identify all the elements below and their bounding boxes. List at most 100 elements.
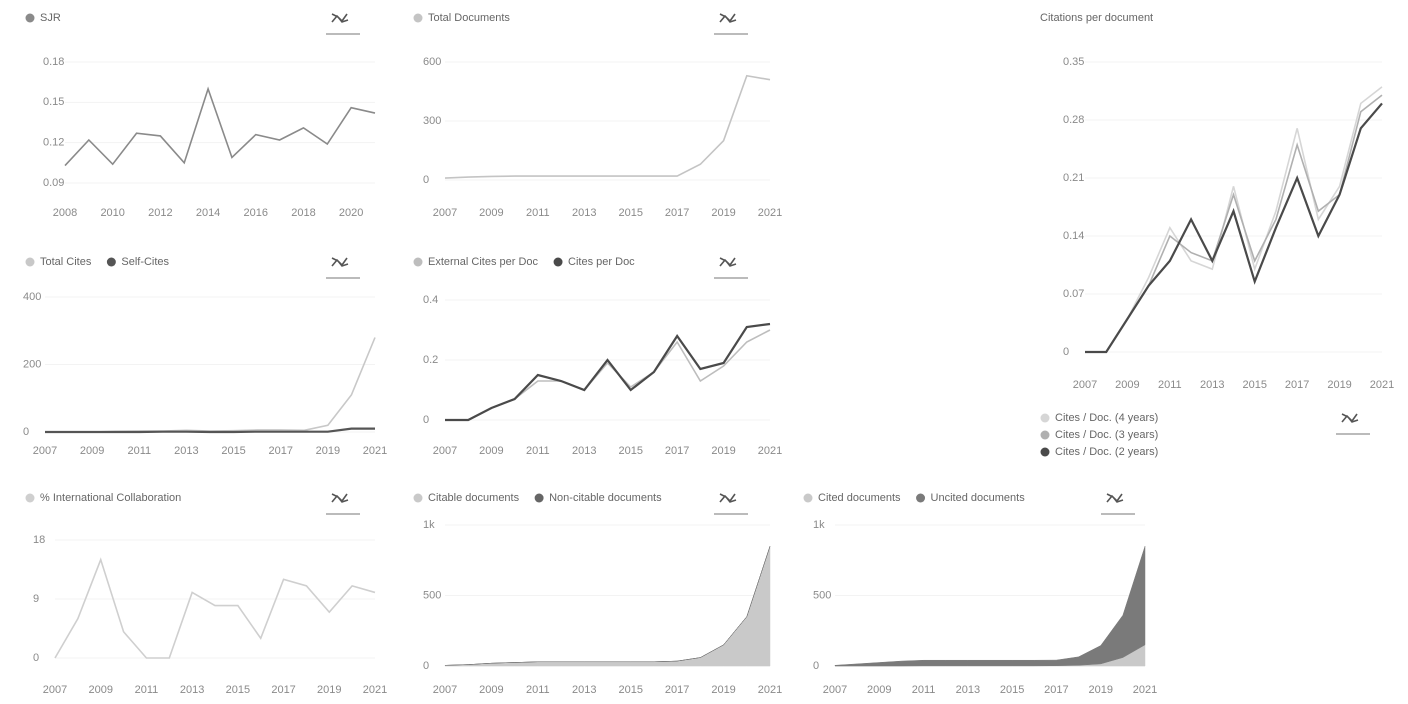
x-tick-label: 2016 (244, 207, 268, 219)
x-tick-label: 2009 (479, 445, 503, 457)
legend-label: Total Documents (428, 12, 510, 24)
x-tick-label: 2021 (1133, 684, 1157, 696)
y-tick-label: 600 (423, 56, 441, 68)
line (445, 322, 771, 422)
legend-marker[interactable] (803, 493, 813, 503)
legend-label: Total Cites (40, 256, 92, 268)
y-tick-label: 0.35 (1063, 56, 1084, 68)
legend-marker[interactable] (413, 13, 423, 23)
chart-toggle-icon[interactable] (331, 257, 349, 267)
x-tick-label: 2009 (80, 445, 104, 457)
line (1085, 86, 1383, 353)
area (444, 546, 771, 667)
chart-toggle-icon[interactable] (331, 13, 349, 23)
x-tick-label: 2010 (100, 207, 124, 219)
x-tick-label: 2015 (618, 445, 642, 457)
x-tick-label: 2019 (711, 207, 735, 219)
legend-marker[interactable] (916, 493, 926, 503)
y-tick-label: 500 (813, 589, 831, 601)
x-tick-label: 2012 (148, 207, 172, 219)
y-tick-label: 9 (33, 593, 39, 605)
x-tick-label: 2011 (135, 684, 159, 696)
x-tick-label: 2021 (363, 445, 387, 457)
legend-marker[interactable] (534, 493, 544, 503)
legend-label: External Cites per Doc (428, 256, 539, 268)
x-tick-label: 2009 (479, 684, 503, 696)
y-tick-label: 200 (23, 358, 41, 370)
legend-label: Cites per Doc (568, 256, 635, 268)
legend-marker[interactable] (25, 257, 35, 267)
legend-label: Cites / Doc. (4 years) (1055, 412, 1158, 424)
x-tick-label: 2019 (1327, 379, 1351, 391)
x-tick-label: 2017 (665, 445, 689, 457)
legend-marker[interactable] (106, 257, 116, 267)
x-tick-label: 2007 (43, 684, 67, 696)
legend-label: Self-Cites (121, 256, 169, 268)
y-tick-label: 0.07 (1063, 288, 1084, 300)
legend-label: Cites / Doc. (3 years) (1055, 429, 1158, 441)
legend-label: % International Collaboration (40, 492, 181, 504)
x-tick-label: 2017 (1044, 684, 1068, 696)
legend-marker[interactable] (25, 13, 35, 23)
legend-label: Uncited documents (931, 492, 1026, 504)
area (834, 546, 1146, 667)
x-tick-label: 2009 (479, 207, 503, 219)
y-tick-label: 0 (1063, 346, 1069, 358)
x-tick-label: 2017 (665, 207, 689, 219)
legend-marker[interactable] (553, 257, 563, 267)
x-tick-label: 2020 (339, 207, 363, 219)
x-tick-label: 2017 (271, 684, 295, 696)
y-tick-label: 0.15 (43, 96, 64, 108)
y-tick-label: 0.18 (43, 56, 64, 68)
x-tick-label: 2007 (433, 445, 457, 457)
legend-marker[interactable] (1040, 430, 1050, 440)
legend-marker[interactable] (413, 493, 423, 503)
x-tick-label: 2013 (572, 445, 596, 457)
x-tick-label: 2011 (127, 445, 151, 457)
y-tick-label: 300 (423, 115, 441, 127)
x-tick-label: 2017 (665, 684, 689, 696)
y-tick-label: 0.2 (423, 354, 438, 366)
x-tick-label: 2019 (316, 445, 340, 457)
x-tick-label: 2014 (196, 207, 220, 219)
y-tick-label: 0 (423, 660, 429, 672)
legend-marker[interactable] (1040, 447, 1050, 457)
x-tick-label: 2009 (88, 684, 112, 696)
x-tick-label: 2007 (433, 684, 457, 696)
x-tick-label: 2015 (1000, 684, 1024, 696)
x-tick-label: 2009 (867, 684, 891, 696)
x-tick-label: 2011 (912, 684, 936, 696)
x-tick-label: 2015 (221, 445, 245, 457)
legend-label: Cites / Doc. (2 years) (1055, 446, 1158, 458)
y-tick-label: 0.09 (43, 177, 64, 189)
legend-label: Non-citable documents (549, 492, 662, 504)
x-tick-label: 2019 (317, 684, 341, 696)
x-tick-label: 2013 (180, 684, 204, 696)
y-tick-label: 0.12 (43, 137, 64, 149)
x-tick-label: 2007 (823, 684, 847, 696)
y-tick-label: 0 (423, 414, 429, 426)
chart-title: Citations per document (1040, 12, 1153, 24)
legend-marker[interactable] (25, 493, 35, 503)
chart-toggle-icon[interactable] (331, 493, 349, 503)
x-tick-label: 2019 (1088, 684, 1112, 696)
x-tick-label: 2007 (433, 207, 457, 219)
x-tick-label: 2011 (526, 207, 550, 219)
chart-toggle-icon[interactable] (1106, 493, 1124, 503)
chart-toggle-icon[interactable] (719, 257, 737, 267)
x-tick-label: 2015 (618, 207, 642, 219)
x-tick-label: 2013 (572, 684, 596, 696)
x-tick-label: 2021 (758, 684, 782, 696)
legend-marker[interactable] (413, 257, 423, 267)
x-tick-label: 2019 (711, 445, 735, 457)
x-tick-label: 2008 (53, 207, 77, 219)
legend-marker[interactable] (1040, 413, 1050, 423)
chart-toggle-icon[interactable] (1341, 413, 1359, 423)
chart-toggle-icon[interactable] (719, 493, 737, 503)
chart-toggle-icon[interactable] (719, 13, 737, 23)
x-tick-label: 2015 (618, 684, 642, 696)
x-tick-label: 2015 (1242, 379, 1266, 391)
x-tick-label: 2021 (1370, 379, 1394, 391)
y-tick-label: 0.14 (1063, 230, 1084, 242)
